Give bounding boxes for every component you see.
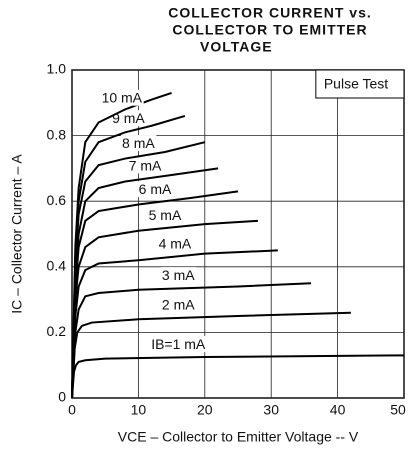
label-bg: [157, 235, 193, 252]
label-bg: [100, 89, 144, 106]
annotation: Pulse Test: [324, 76, 388, 92]
y-tick-label: 0.4: [47, 258, 67, 274]
series-label: 7 mA: [129, 157, 162, 173]
series-label: 8 mA: [122, 135, 155, 151]
chart-title: COLLECTOR TO EMITTER: [172, 22, 367, 38]
series-label: 5 mA: [149, 207, 182, 223]
annotation-box: [315, 69, 405, 99]
y-tick-label: 0.2: [47, 323, 67, 339]
chart-title: COLLECTOR CURRENT vs.: [168, 5, 372, 21]
y-tick-label: 0.8: [47, 126, 67, 142]
y-tick-label: 0: [58, 389, 66, 405]
series-label: 4 mA: [159, 235, 192, 251]
x-tick-label: 0: [68, 402, 76, 418]
label-bg: [111, 110, 147, 127]
label-bg: [137, 181, 173, 198]
series-label: 9 mA: [112, 110, 145, 126]
series-label: 3 mA: [162, 267, 195, 283]
curve: [71, 92, 172, 399]
label-bg: [150, 336, 207, 353]
series-label: 10 mA: [102, 90, 143, 106]
x-tick-label: 10: [131, 402, 147, 418]
label-bg: [160, 267, 197, 284]
series-label: 6 mA: [139, 181, 172, 197]
series-label: 2 mA: [162, 297, 195, 313]
series-label: IB=1 mA: [151, 336, 206, 352]
y-tick-label: 1.0: [47, 61, 67, 77]
y-tick-label: 0.6: [47, 192, 67, 208]
label-bg: [127, 157, 164, 174]
x-tick-label: 20: [197, 402, 213, 418]
label-bg: [121, 135, 157, 152]
x-tick-label: 50: [390, 402, 406, 418]
x-tick-label: 30: [263, 402, 279, 418]
chart-title: VOLTAGE: [200, 39, 273, 55]
curve: [71, 282, 312, 399]
x-axis-label: VCE – Collector to Emitter Voltage -- V: [118, 429, 359, 445]
label-bg: [160, 296, 197, 313]
y-axis-label: IC – Collector Current – A: [9, 154, 25, 314]
label-bg: [147, 206, 183, 223]
x-tick-label: 40: [330, 402, 346, 418]
curve: [71, 354, 405, 399]
